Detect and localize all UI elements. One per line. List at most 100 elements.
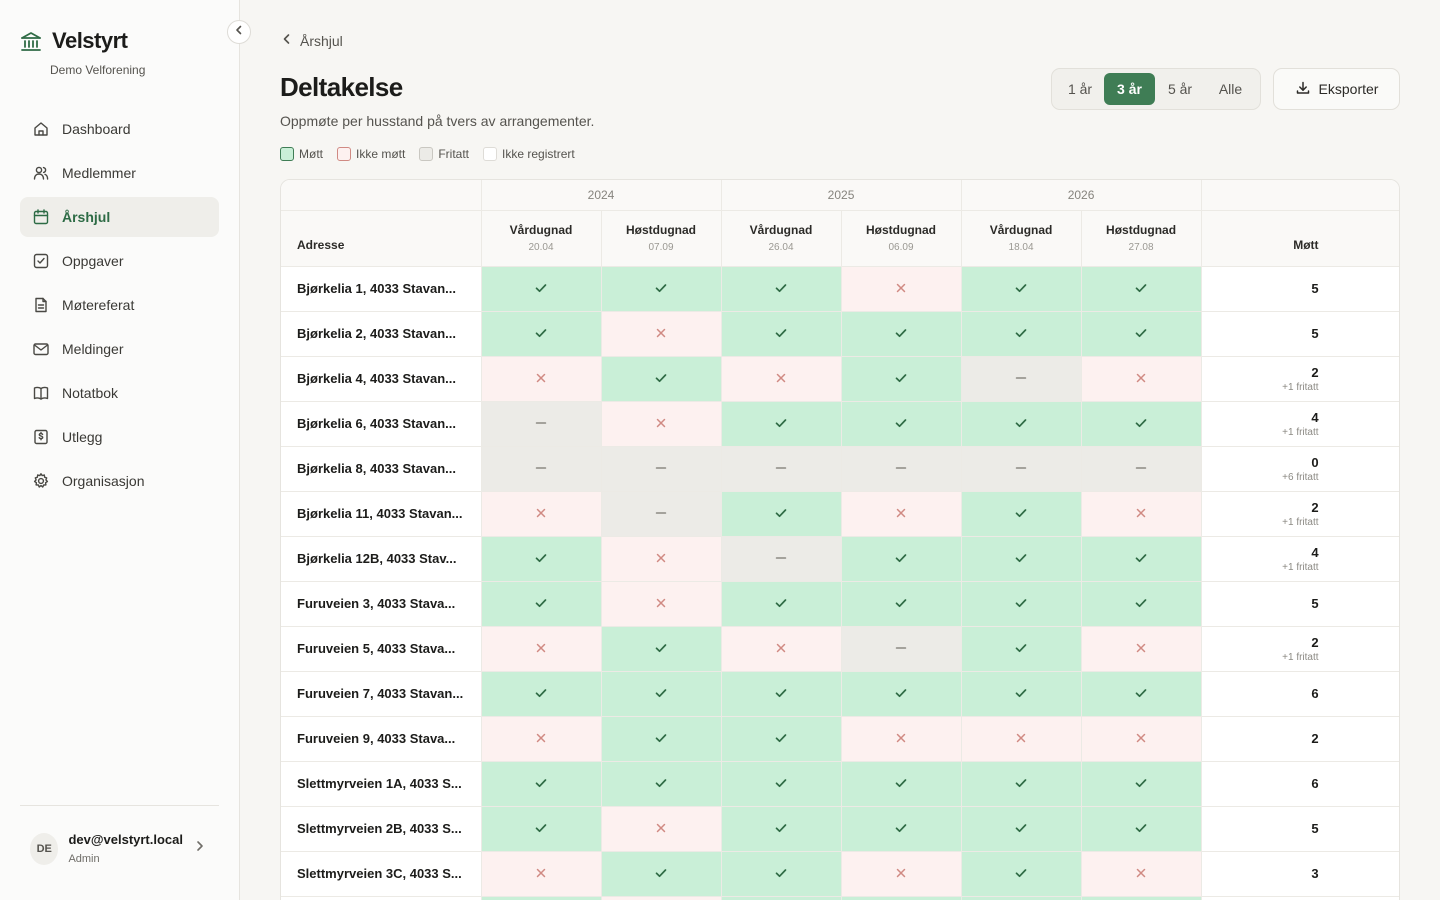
attendance-cell[interactable] — [481, 896, 602, 900]
attendance-cell[interactable] — [601, 491, 722, 537]
attendance-cell[interactable] — [721, 491, 842, 537]
attendance-cell[interactable] — [721, 716, 842, 762]
attendance-cell[interactable] — [841, 761, 962, 807]
attendance-cell[interactable] — [601, 716, 722, 762]
attendance-cell[interactable] — [481, 401, 602, 447]
event-column-header[interactable]: Vårdugnad 18.04 — [961, 210, 1082, 267]
attendance-cell[interactable] — [481, 266, 602, 312]
attendance-cell[interactable] — [481, 311, 602, 357]
attendance-cell[interactable] — [961, 896, 1082, 900]
attendance-cell[interactable] — [841, 581, 962, 627]
attendance-cell[interactable] — [961, 761, 1082, 807]
attendance-cell[interactable] — [1081, 626, 1202, 672]
sidebar-item-3[interactable]: Oppgaver — [20, 241, 219, 281]
attendance-cell[interactable] — [601, 626, 722, 672]
attendance-cell[interactable] — [601, 761, 722, 807]
attendance-cell[interactable] — [601, 266, 722, 312]
attendance-cell[interactable] — [721, 671, 842, 717]
event-column-header[interactable]: Vårdugnad 20.04 — [481, 210, 602, 267]
attendance-cell[interactable] — [601, 806, 722, 852]
attendance-cell[interactable] — [481, 491, 602, 537]
attendance-cell[interactable] — [961, 806, 1082, 852]
attendance-cell[interactable] — [721, 896, 842, 900]
breadcrumb-link[interactable]: Årshjul — [300, 32, 343, 49]
attendance-cell[interactable] — [961, 851, 1082, 897]
address-cell[interactable]: Slettmyrveien 2B, 4033 S... — [281, 806, 482, 852]
address-cell[interactable]: Bjørkelia 12B, 4033 Stav... — [281, 536, 482, 582]
attendance-cell[interactable] — [721, 446, 842, 492]
attendance-cell[interactable] — [481, 356, 602, 402]
address-cell[interactable]: Furuveien 9, 4033 Stava... — [281, 716, 482, 762]
attendance-cell[interactable] — [841, 491, 962, 537]
sidebar-item-4[interactable]: Møtereferat — [20, 285, 219, 325]
attendance-cell[interactable] — [961, 671, 1082, 717]
attendance-cell[interactable] — [721, 626, 842, 672]
attendance-cell[interactable] — [841, 401, 962, 447]
attendance-cell[interactable] — [721, 761, 842, 807]
period-option-0[interactable]: 1 år — [1067, 81, 1093, 97]
address-cell[interactable]: Bjørkelia 6, 4033 Stavan... — [281, 401, 482, 447]
attendance-cell[interactable] — [1081, 311, 1202, 357]
attendance-cell[interactable] — [1081, 266, 1202, 312]
user-menu[interactable]: DE dev@velstyrt.local Admin — [20, 832, 219, 865]
attendance-cell[interactable] — [841, 536, 962, 582]
attendance-cell[interactable] — [841, 671, 962, 717]
attendance-cell[interactable] — [601, 536, 722, 582]
attendance-cell[interactable] — [1081, 896, 1202, 900]
attendance-cell[interactable] — [721, 806, 842, 852]
address-cell[interactable]: Slettmyrveien 1A, 4033 S... — [281, 761, 482, 807]
attendance-cell[interactable] — [481, 671, 602, 717]
attendance-cell[interactable] — [841, 446, 962, 492]
address-cell[interactable]: Bjørkelia 8, 4033 Stavan... — [281, 446, 482, 492]
attendance-cell[interactable] — [481, 626, 602, 672]
attendance-cell[interactable] — [1081, 581, 1202, 627]
breadcrumb[interactable]: Årshjul — [280, 32, 343, 49]
attendance-cell[interactable] — [1081, 356, 1202, 402]
address-cell[interactable]: Furuveien 3, 4033 Stava... — [281, 581, 482, 627]
attendance-cell[interactable] — [481, 761, 602, 807]
attendance-cell[interactable] — [961, 311, 1082, 357]
period-option-1[interactable]: 3 år — [1104, 73, 1155, 105]
attendance-cell[interactable] — [721, 536, 842, 582]
attendance-cell[interactable] — [961, 626, 1082, 672]
attendance-cell[interactable] — [601, 581, 722, 627]
address-cell[interactable] — [281, 896, 482, 900]
attendance-cell[interactable] — [841, 896, 962, 900]
attendance-cell[interactable] — [961, 716, 1082, 762]
attendance-cell[interactable] — [481, 536, 602, 582]
brand[interactable]: Velstyrt — [20, 28, 128, 54]
attendance-cell[interactable] — [841, 806, 962, 852]
attendance-cell[interactable] — [601, 401, 722, 447]
attendance-cell[interactable] — [1081, 671, 1202, 717]
attendance-cell[interactable] — [1081, 446, 1202, 492]
attendance-cell[interactable] — [721, 581, 842, 627]
sidebar-item-6[interactable]: Notatbok — [20, 373, 219, 413]
attendance-cell[interactable] — [1081, 401, 1202, 447]
sidebar-item-7[interactable]: Utlegg — [20, 417, 219, 457]
event-column-header[interactable]: Høstdugnad 27.08 — [1081, 210, 1202, 267]
attendance-cell[interactable] — [601, 311, 722, 357]
attendance-cell[interactable] — [961, 356, 1082, 402]
attendance-cell[interactable] — [961, 491, 1082, 537]
attendance-cell[interactable] — [961, 401, 1082, 447]
attended-column-header[interactable]: Møtt — [1201, 210, 1399, 267]
attendance-cell[interactable] — [601, 356, 722, 402]
attendance-cell[interactable] — [841, 266, 962, 312]
attendance-cell[interactable] — [961, 446, 1082, 492]
attendance-cell[interactable] — [841, 851, 962, 897]
address-column-header[interactable]: Adresse — [281, 210, 482, 267]
attendance-cell[interactable] — [841, 716, 962, 762]
attendance-cell[interactable] — [721, 356, 842, 402]
attendance-cell[interactable] — [1081, 761, 1202, 807]
attendance-cell[interactable] — [601, 851, 722, 897]
attendance-cell[interactable] — [721, 266, 842, 312]
address-cell[interactable]: Furuveien 5, 4033 Stava... — [281, 626, 482, 672]
attendance-cell[interactable] — [961, 536, 1082, 582]
sidebar-item-1[interactable]: Medlemmer — [20, 153, 219, 193]
attendance-cell[interactable] — [481, 851, 602, 897]
event-column-header[interactable]: Vårdugnad 26.04 — [721, 210, 842, 267]
event-column-header[interactable]: Høstdugnad 07.09 — [601, 210, 722, 267]
attendance-cell[interactable] — [601, 896, 722, 900]
attendance-cell[interactable] — [961, 581, 1082, 627]
address-cell[interactable]: Bjørkelia 2, 4033 Stavan... — [281, 311, 482, 357]
